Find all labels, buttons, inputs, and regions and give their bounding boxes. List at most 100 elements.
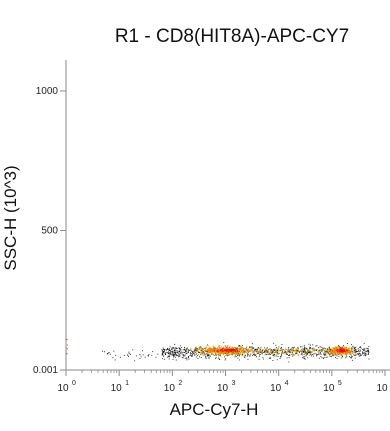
event-point — [311, 354, 313, 355]
event-point — [295, 353, 297, 355]
event-point — [365, 351, 367, 352]
event-point — [167, 352, 169, 354]
x-tick-exponent: 4 — [285, 380, 289, 387]
event-point — [226, 347, 228, 349]
event-point — [176, 351, 178, 353]
event-point — [213, 346, 214, 348]
event-point — [161, 354, 163, 356]
event-point — [292, 348, 294, 350]
event-point — [164, 352, 166, 354]
event-point — [201, 350, 203, 352]
event-point — [104, 351, 105, 353]
event-point — [242, 347, 244, 349]
event-point — [148, 355, 149, 357]
event-point — [261, 350, 263, 352]
event-point — [338, 355, 340, 357]
event-point — [202, 348, 204, 350]
event-point — [334, 349, 336, 351]
event-point — [340, 347, 342, 348]
event-point — [233, 352, 234, 354]
event-point — [306, 352, 308, 353]
event-point — [192, 353, 194, 355]
event-point — [209, 349, 211, 351]
event-point — [224, 349, 226, 351]
event-point — [225, 347, 227, 349]
event-point — [200, 351, 201, 353]
event-point — [190, 355, 192, 357]
event-point — [232, 352, 234, 354]
event-point — [174, 343, 176, 345]
event-point — [209, 356, 211, 357]
event-point — [302, 349, 303, 351]
event-point — [349, 357, 351, 359]
event-point — [259, 350, 261, 352]
event-point — [292, 353, 294, 355]
event-point — [360, 347, 362, 349]
event-point — [307, 357, 309, 359]
event-point — [196, 352, 198, 354]
event-point — [187, 350, 189, 352]
event-point — [304, 358, 306, 360]
event-point — [164, 350, 166, 351]
event-point — [178, 347, 180, 349]
event-point — [305, 353, 307, 354]
event-point — [195, 346, 197, 348]
event-point — [231, 354, 233, 355]
event-point — [365, 354, 367, 356]
event-point — [217, 352, 219, 354]
event-point — [326, 356, 328, 358]
event-point — [144, 356, 146, 358]
event-point — [254, 349, 256, 351]
event-point — [163, 349, 165, 350]
event-point — [273, 349, 275, 350]
event-point — [168, 358, 170, 360]
event-point — [340, 350, 342, 352]
event-point — [304, 349, 306, 350]
event-point — [329, 349, 331, 351]
event-point — [235, 348, 237, 350]
event-point — [291, 349, 293, 351]
event-point — [226, 350, 228, 352]
event-point — [317, 354, 319, 356]
event-point — [307, 349, 309, 351]
event-point — [207, 348, 209, 350]
event-point — [185, 353, 187, 355]
event-point — [197, 348, 198, 350]
event-point — [231, 354, 233, 356]
event-point — [256, 350, 258, 352]
event-point — [250, 353, 252, 355]
event-point — [324, 348, 326, 349]
event-point — [213, 347, 215, 349]
event-point — [297, 354, 299, 356]
event-point — [233, 351, 235, 353]
event-point — [348, 349, 350, 351]
event-point — [192, 350, 194, 352]
event-point — [344, 352, 346, 354]
event-point — [201, 348, 203, 349]
event-point — [277, 356, 279, 358]
event-point — [336, 353, 338, 355]
event-point — [358, 350, 360, 352]
event-point — [167, 348, 169, 350]
event-point — [198, 349, 199, 351]
event-point — [276, 347, 277, 349]
event-point — [273, 352, 275, 354]
event-point — [303, 353, 305, 355]
event-point — [168, 349, 170, 350]
event-point — [182, 357, 184, 359]
event-point — [142, 350, 143, 352]
event-point — [233, 352, 235, 354]
event-point — [277, 353, 279, 355]
event-point — [183, 355, 185, 356]
event-point — [350, 348, 352, 350]
event-point — [331, 352, 333, 354]
event-point — [346, 347, 348, 349]
event-point — [316, 353, 317, 355]
event-point — [247, 352, 249, 354]
event-point — [209, 354, 211, 356]
event-point — [320, 351, 321, 353]
event-point — [208, 353, 210, 355]
event-point — [207, 351, 209, 353]
event-point — [199, 346, 201, 348]
